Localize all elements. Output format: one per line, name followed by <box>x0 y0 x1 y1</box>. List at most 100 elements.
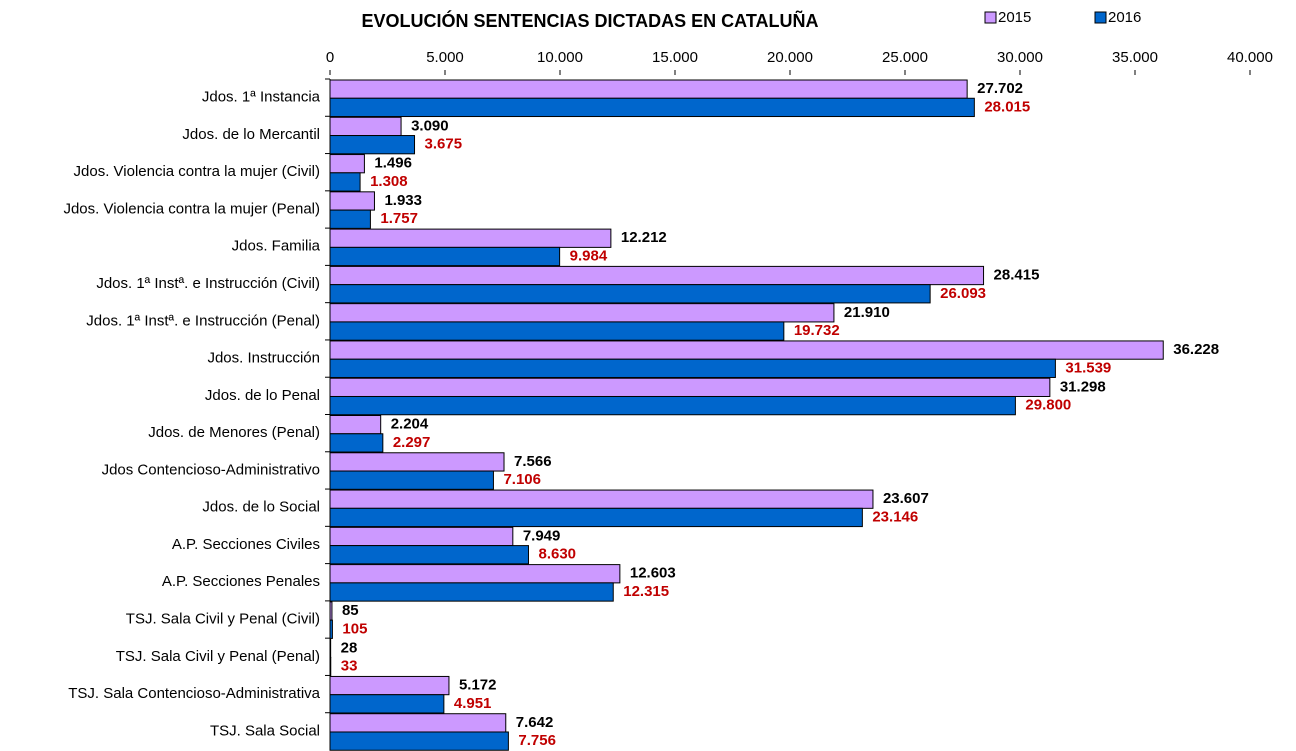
value-label: 33 <box>341 658 358 675</box>
value-label: 105 <box>342 620 367 637</box>
value-label: 26.093 <box>940 285 986 302</box>
bar <box>329 731 509 751</box>
y-tick-label: TSJ. Sala Social <box>210 722 320 739</box>
bar <box>329 507 863 528</box>
value-label: 1.496 <box>374 155 412 172</box>
bar <box>329 526 514 547</box>
bar <box>329 415 382 435</box>
bar <box>329 601 333 621</box>
legend-swatch <box>984 11 997 24</box>
bar <box>329 116 402 137</box>
value-label: 23.146 <box>872 508 918 525</box>
value-label: 31.298 <box>1060 378 1106 395</box>
x-tick-label: 20.000 <box>767 49 813 66</box>
value-label: 85 <box>342 602 359 619</box>
bar <box>329 340 1164 360</box>
value-label: 1.933 <box>384 192 422 209</box>
value-label: 7.756 <box>518 732 556 749</box>
value-label: 7.566 <box>514 453 552 470</box>
bar <box>329 284 931 304</box>
y-tick-label: Jdos. de lo Mercantil <box>182 126 320 143</box>
y-tick-label: Jdos. Violencia contra la mujer (Penal) <box>63 200 320 217</box>
bar <box>329 228 612 248</box>
bar <box>329 265 985 286</box>
bar <box>329 97 975 118</box>
y-tick-label: Jdos. Instrucción <box>207 350 320 367</box>
value-label: 21.910 <box>844 304 890 321</box>
value-label: 28.015 <box>984 98 1030 115</box>
value-label: 12.315 <box>623 583 669 600</box>
y-tick-label: Jdos. de lo Social <box>202 499 320 516</box>
bar <box>329 694 445 714</box>
bar <box>329 656 332 677</box>
legend-label: 2015 <box>998 9 1031 26</box>
value-label: 12.212 <box>621 229 667 246</box>
y-tick-label: TSJ. Sala Civil y Penal (Civil) <box>126 610 320 627</box>
value-label: 28.415 <box>994 266 1040 283</box>
value-label: 29.800 <box>1025 397 1071 414</box>
x-tick-label: 15.000 <box>652 49 698 66</box>
bar <box>329 303 835 323</box>
value-label: 9.984 <box>570 247 608 264</box>
value-label: 5.172 <box>459 677 497 694</box>
y-tick-label: Jdos. 1ª Instª. e Instrucción (Penal) <box>86 312 320 329</box>
value-label: 7.106 <box>503 471 541 488</box>
y-tick-label: Jdos. de Menores (Penal) <box>148 424 320 441</box>
bar <box>329 246 561 267</box>
y-tick-label: TSJ. Sala Contencioso-Administrativa <box>68 685 320 702</box>
legend-swatch <box>1094 11 1107 24</box>
bar <box>329 191 375 211</box>
value-label: 12.603 <box>630 565 676 582</box>
y-tick-label: Jdos. Familia <box>232 238 321 255</box>
value-label: 27.702 <box>977 80 1023 97</box>
y-tick-label: Jdos. 1ª Instª. e Instrucción (Civil) <box>96 275 320 292</box>
y-tick-label: Jdos. de lo Penal <box>205 387 320 404</box>
y-tick-label: Jdos Contencioso-Administrativo <box>102 461 320 478</box>
x-tick-label: 35.000 <box>1112 49 1158 66</box>
y-tick-label: Jdos. 1ª Instancia <box>202 89 321 106</box>
value-label: 2.204 <box>391 416 429 433</box>
bar <box>329 395 1016 416</box>
value-label: 3.090 <box>411 117 449 134</box>
chart-title: EVOLUCIÓN SENTENCIAS DICTADAS EN CATALUÑ… <box>361 10 818 31</box>
y-tick-label: A.P. Secciones Civiles <box>172 536 320 553</box>
value-label: 3.675 <box>425 136 463 153</box>
value-label: 7.642 <box>516 714 554 731</box>
bar <box>329 209 371 229</box>
bar <box>329 619 333 639</box>
value-label: 8.630 <box>538 546 576 563</box>
bar <box>329 135 416 155</box>
x-tick-label: 30.000 <box>997 49 1043 66</box>
value-label: 4.951 <box>454 695 492 712</box>
bar <box>329 489 874 509</box>
bar <box>329 79 968 99</box>
bar <box>329 582 614 602</box>
x-tick-label: 25.000 <box>882 49 928 66</box>
y-tick-label: Jdos. Violencia contra la mujer (Civil) <box>74 163 320 180</box>
x-tick-label: 0 <box>326 49 334 66</box>
bar <box>329 154 365 174</box>
x-tick-label: 40.000 <box>1227 49 1273 66</box>
bar <box>329 470 494 490</box>
value-label: 19.732 <box>794 322 840 339</box>
bar <box>329 377 1051 397</box>
bar <box>329 564 621 584</box>
value-label: 2.297 <box>393 434 431 451</box>
legend-label: 2016 <box>1108 9 1141 26</box>
bar <box>329 638 332 658</box>
bar <box>329 358 1056 378</box>
value-label: 23.607 <box>883 490 929 507</box>
x-tick-label: 5.000 <box>426 49 464 66</box>
y-tick-label: A.P. Secciones Penales <box>162 573 320 590</box>
value-label: 28 <box>341 639 358 656</box>
bar <box>329 321 785 341</box>
y-tick-label: TSJ. Sala Civil y Penal (Penal) <box>116 648 320 665</box>
bar <box>329 675 450 696</box>
bar <box>329 452 505 472</box>
bar <box>329 172 361 192</box>
x-tick-label: 10.000 <box>537 49 583 66</box>
bar <box>329 433 384 453</box>
bar <box>329 713 507 733</box>
value-label: 7.949 <box>523 527 561 544</box>
